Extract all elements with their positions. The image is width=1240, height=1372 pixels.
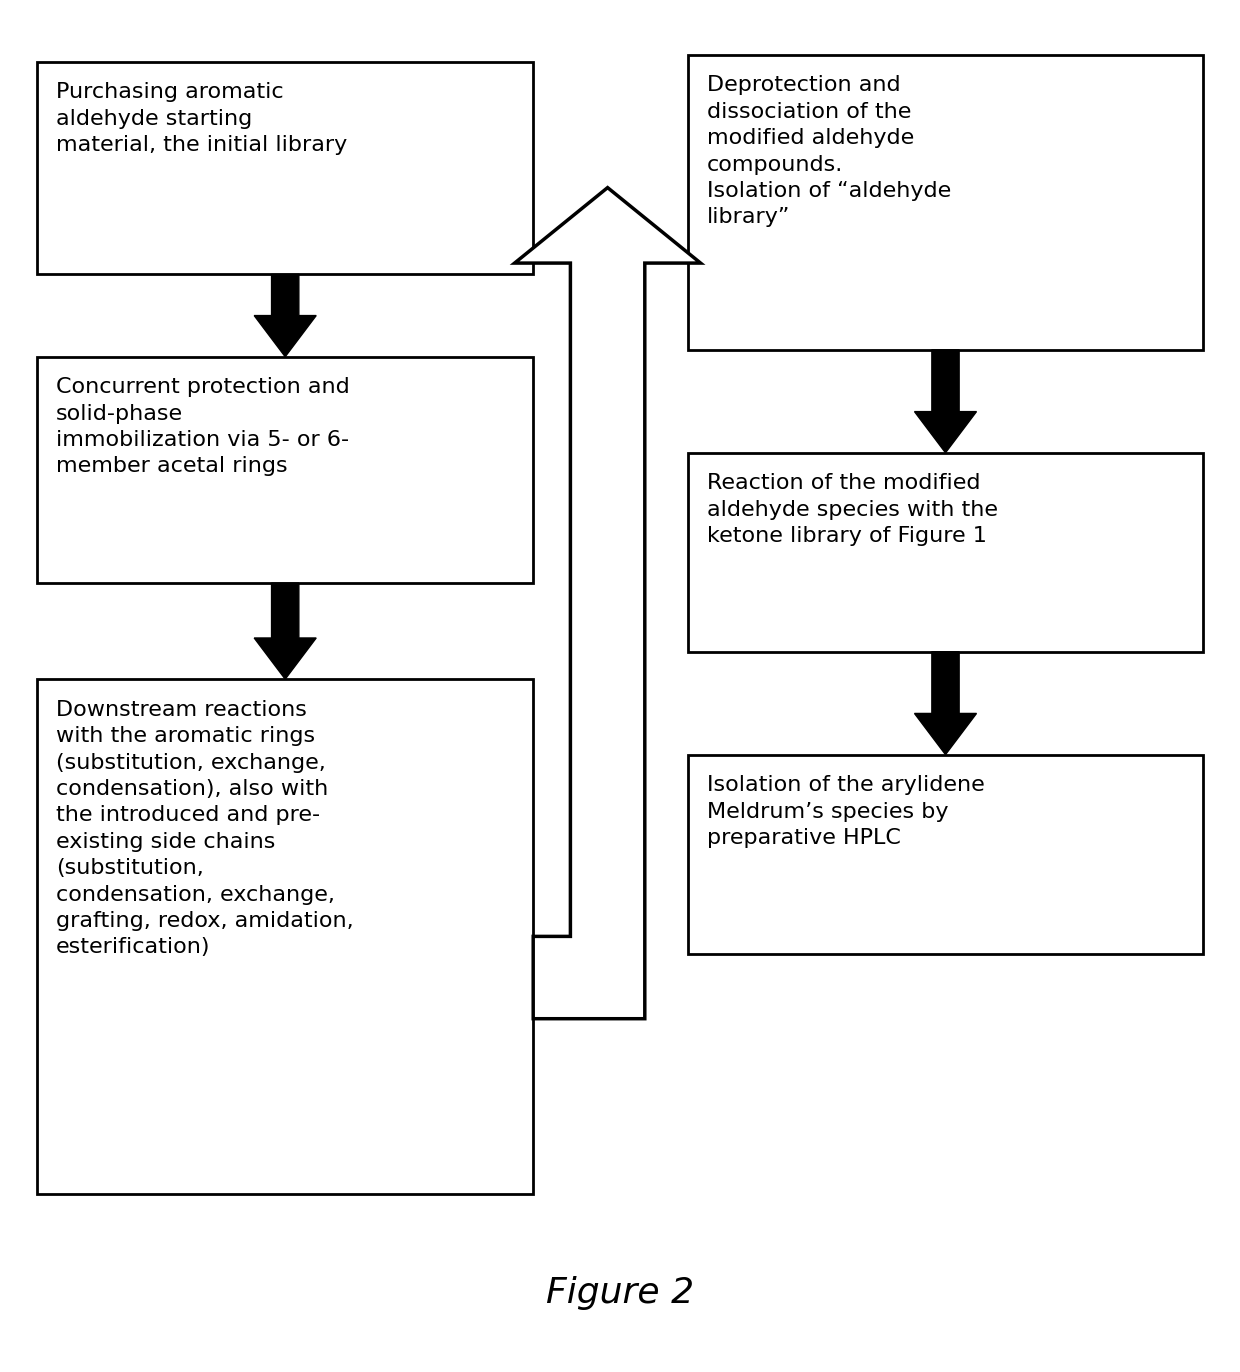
Text: Deprotection and
dissociation of the
modified aldehyde
compounds.
Isolation of “: Deprotection and dissociation of the mod… <box>707 75 951 228</box>
Text: Figure 2: Figure 2 <box>546 1276 694 1310</box>
FancyBboxPatch shape <box>688 55 1203 350</box>
Text: Reaction of the modified
aldehyde species with the
ketone library of Figure 1: Reaction of the modified aldehyde specie… <box>707 473 998 546</box>
Polygon shape <box>915 652 977 755</box>
FancyBboxPatch shape <box>37 679 533 1194</box>
Text: Purchasing aromatic
aldehyde starting
material, the initial library: Purchasing aromatic aldehyde starting ma… <box>56 82 347 155</box>
FancyBboxPatch shape <box>688 755 1203 954</box>
Polygon shape <box>254 274 316 357</box>
Text: Downstream reactions
with the aromatic rings
(substitution, exchange,
condensati: Downstream reactions with the aromatic r… <box>56 700 353 958</box>
FancyBboxPatch shape <box>37 62 533 274</box>
Text: Isolation of the arylidene
Meldrum’s species by
preparative HPLC: Isolation of the arylidene Meldrum’s spe… <box>707 775 985 848</box>
Polygon shape <box>515 188 701 1018</box>
FancyBboxPatch shape <box>688 453 1203 652</box>
Polygon shape <box>254 583 316 679</box>
Polygon shape <box>915 350 977 453</box>
FancyBboxPatch shape <box>37 357 533 583</box>
Text: Concurrent protection and
solid-phase
immobilization via 5- or 6-
member acetal : Concurrent protection and solid-phase im… <box>56 377 350 476</box>
